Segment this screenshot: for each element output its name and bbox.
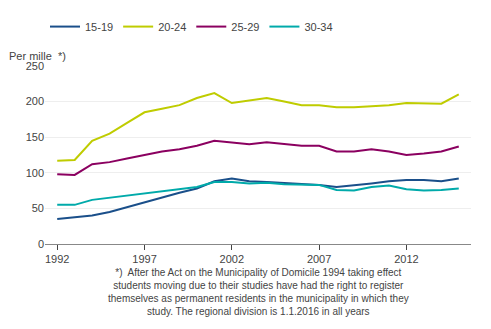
- svg-text:25-29: 25-29: [231, 21, 259, 33]
- svg-text:15-19: 15-19: [85, 21, 113, 33]
- svg-text:150: 150: [26, 131, 44, 143]
- svg-text:50: 50: [32, 202, 44, 214]
- svg-text:30-34: 30-34: [304, 21, 332, 33]
- svg-text:200: 200: [26, 95, 44, 107]
- svg-text:1997: 1997: [132, 253, 156, 265]
- svg-text:2012: 2012: [394, 253, 418, 265]
- svg-text:2007: 2007: [307, 253, 331, 265]
- svg-text:250: 250: [26, 60, 44, 72]
- svg-text:20-24: 20-24: [158, 21, 186, 33]
- svg-text:0: 0: [38, 238, 44, 250]
- svg-text:Per mille *): Per mille *): [9, 50, 66, 62]
- svg-text:100: 100: [26, 167, 44, 179]
- svg-text:1992: 1992: [45, 253, 69, 265]
- svg-text:*) After the Act on the Munic: *) After the Act on the Municipality of …: [108, 267, 409, 317]
- svg-text:2002: 2002: [220, 253, 244, 265]
